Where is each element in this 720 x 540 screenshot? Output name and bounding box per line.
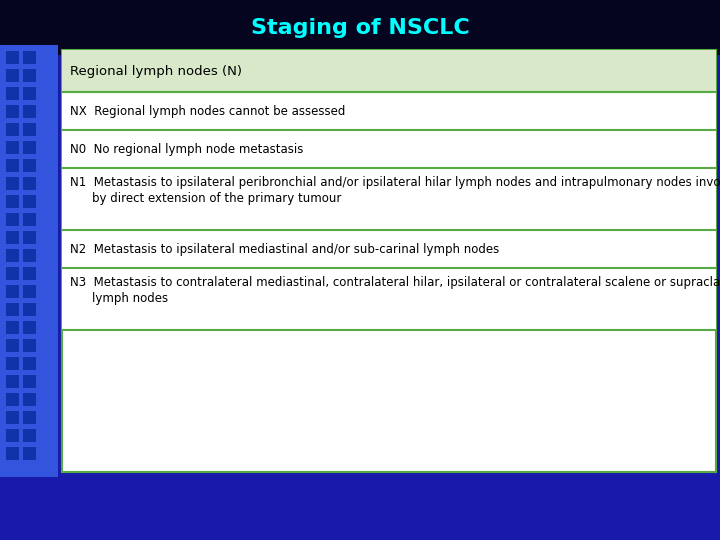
FancyBboxPatch shape [23, 267, 36, 280]
FancyBboxPatch shape [23, 285, 36, 298]
FancyBboxPatch shape [23, 321, 36, 334]
FancyBboxPatch shape [62, 92, 716, 130]
FancyBboxPatch shape [23, 357, 36, 370]
Text: lymph nodes: lymph nodes [92, 292, 168, 305]
FancyBboxPatch shape [62, 268, 716, 330]
FancyBboxPatch shape [6, 195, 19, 208]
FancyBboxPatch shape [0, 55, 720, 540]
FancyBboxPatch shape [23, 231, 36, 244]
FancyBboxPatch shape [6, 141, 19, 154]
Text: N0  No regional lymph node metastasis: N0 No regional lymph node metastasis [70, 143, 303, 156]
Text: Regional lymph nodes (N): Regional lymph nodes (N) [70, 64, 242, 78]
FancyBboxPatch shape [6, 249, 19, 262]
FancyBboxPatch shape [6, 267, 19, 280]
FancyBboxPatch shape [6, 393, 19, 406]
FancyBboxPatch shape [62, 168, 716, 230]
FancyBboxPatch shape [23, 177, 36, 190]
FancyBboxPatch shape [23, 429, 36, 442]
FancyBboxPatch shape [6, 87, 19, 100]
Text: N3  Metastasis to contralateral mediastinal, contralateral hilar, ipsilateral or: N3 Metastasis to contralateral mediastin… [70, 276, 720, 289]
FancyBboxPatch shape [6, 159, 19, 172]
FancyBboxPatch shape [6, 429, 19, 442]
FancyBboxPatch shape [6, 51, 19, 64]
FancyBboxPatch shape [0, 0, 720, 55]
FancyBboxPatch shape [23, 87, 36, 100]
FancyBboxPatch shape [23, 123, 36, 136]
FancyBboxPatch shape [23, 375, 36, 388]
FancyBboxPatch shape [6, 321, 19, 334]
FancyBboxPatch shape [62, 230, 716, 268]
Text: N2  Metastasis to ipsilateral mediastinal and/or sub-carinal lymph nodes: N2 Metastasis to ipsilateral mediastinal… [70, 242, 499, 255]
FancyBboxPatch shape [23, 411, 36, 424]
FancyBboxPatch shape [23, 339, 36, 352]
FancyBboxPatch shape [62, 50, 716, 92]
FancyBboxPatch shape [6, 339, 19, 352]
FancyBboxPatch shape [6, 303, 19, 316]
FancyBboxPatch shape [23, 51, 36, 64]
FancyBboxPatch shape [6, 375, 19, 388]
Text: by direct extension of the primary tumour: by direct extension of the primary tumou… [92, 192, 341, 205]
FancyBboxPatch shape [6, 447, 19, 460]
Text: NX  Regional lymph nodes cannot be assessed: NX Regional lymph nodes cannot be assess… [70, 105, 346, 118]
FancyBboxPatch shape [23, 249, 36, 262]
FancyBboxPatch shape [6, 411, 19, 424]
FancyBboxPatch shape [23, 447, 36, 460]
FancyBboxPatch shape [6, 177, 19, 190]
FancyBboxPatch shape [62, 130, 716, 168]
FancyBboxPatch shape [6, 357, 19, 370]
FancyBboxPatch shape [23, 393, 36, 406]
FancyBboxPatch shape [23, 105, 36, 118]
FancyBboxPatch shape [6, 213, 19, 226]
FancyBboxPatch shape [6, 285, 19, 298]
FancyBboxPatch shape [6, 69, 19, 82]
FancyBboxPatch shape [23, 213, 36, 226]
Text: Staging of NSCLC: Staging of NSCLC [251, 17, 469, 37]
FancyBboxPatch shape [6, 231, 19, 244]
Text: N1  Metastasis to ipsilateral peribronchial and/or ipsilateral hilar lymph nodes: N1 Metastasis to ipsilateral peribronchi… [70, 176, 720, 189]
FancyBboxPatch shape [23, 69, 36, 82]
FancyBboxPatch shape [23, 303, 36, 316]
FancyBboxPatch shape [23, 195, 36, 208]
FancyBboxPatch shape [6, 105, 19, 118]
FancyBboxPatch shape [23, 159, 36, 172]
FancyBboxPatch shape [62, 50, 716, 472]
FancyBboxPatch shape [6, 123, 19, 136]
FancyBboxPatch shape [0, 45, 58, 477]
FancyBboxPatch shape [23, 141, 36, 154]
